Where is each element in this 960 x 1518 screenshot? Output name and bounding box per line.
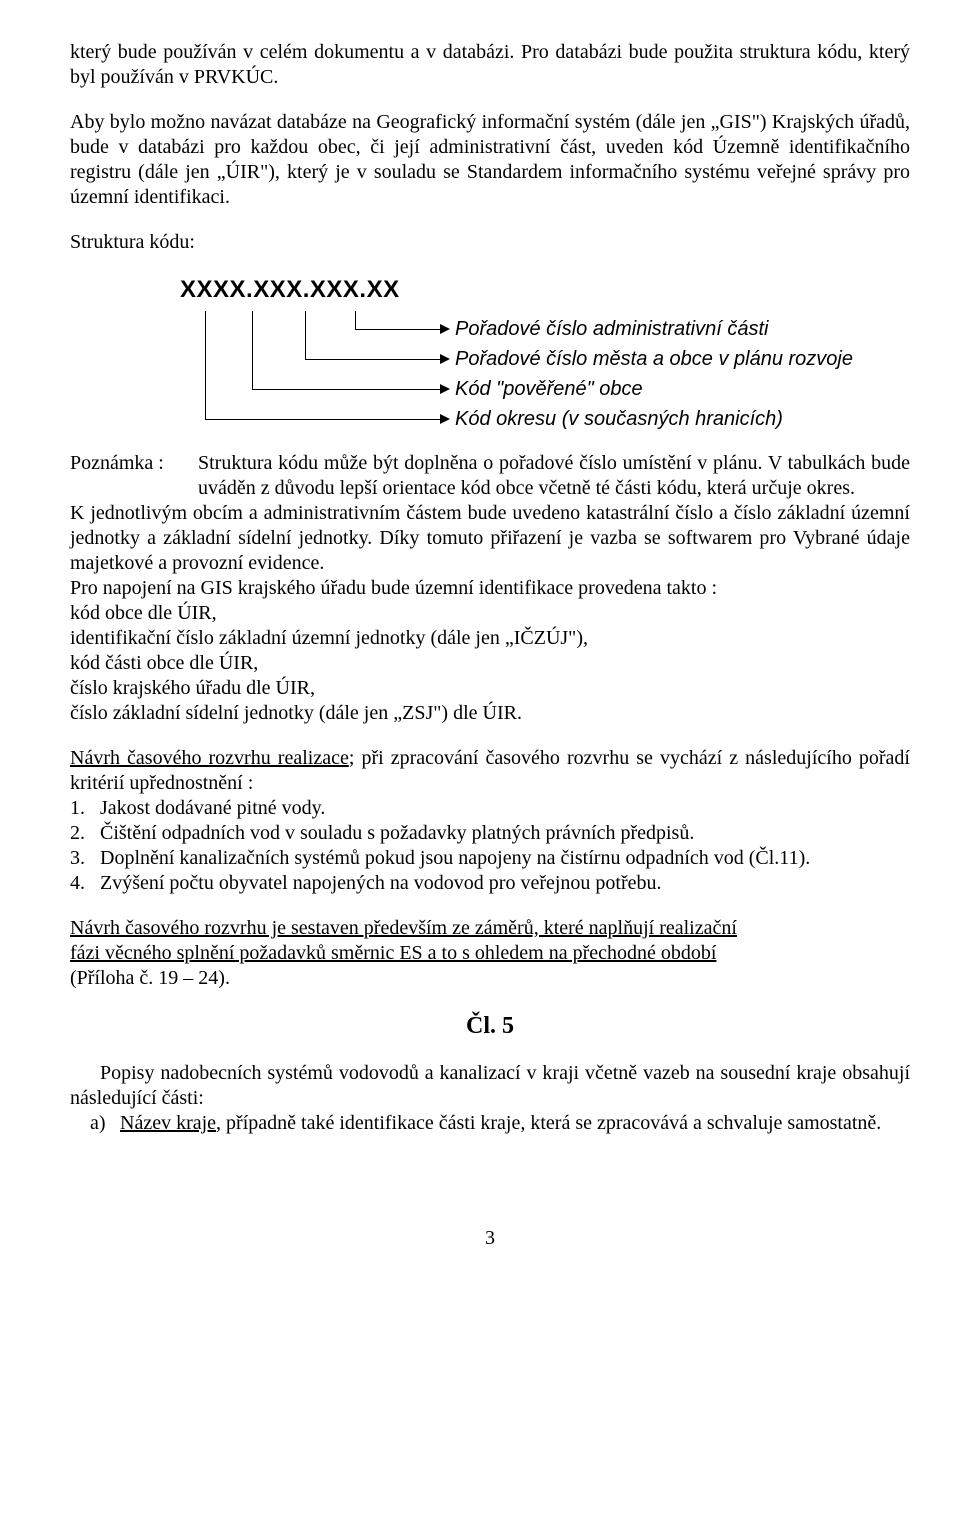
criteria-num-1: 1.	[70, 796, 100, 821]
gis-line-2: identifikační číslo základní územní jedn…	[70, 626, 910, 651]
code-pattern: XXXX.XXX.XXX.XX	[180, 275, 910, 305]
criteria-item-3: 3. Doplnění kanalizačních systémů pokud …	[70, 846, 910, 871]
poznamka-text: Struktura kódu může být doplněna o pořad…	[198, 451, 910, 501]
criteria-text-4: Zvýšení počtu obyvatel napojených na vod…	[100, 871, 910, 896]
paragraph-4-intro: Pro napojení na GIS krajského úřadu bude…	[70, 576, 910, 601]
criteria-num-2: 2.	[70, 821, 100, 846]
article-5-heading: Čl. 5	[70, 1011, 910, 1041]
criteria-list: 1. Jakost dodávané pitné vody. 2. Čištěn…	[70, 796, 910, 896]
paragraph-1: který bude používán v celém dokumentu a …	[70, 40, 910, 90]
page-number: 3	[70, 1226, 910, 1251]
navrh-2-underline: Návrh časového rozvrhu je sestaven přede…	[70, 917, 737, 939]
bracket-label-2: Kód "pověřené" obce	[455, 377, 643, 402]
gis-line-4: číslo krajského úřadu dle ÚIR,	[70, 676, 910, 701]
poznamka-label: Poznámka :	[70, 451, 198, 501]
navrh-2-line2: fázi věcného splnění požadavků směrnic E…	[70, 942, 716, 964]
paragraph-3: K jednotlivým obcím a administrativním č…	[70, 501, 910, 576]
poznamka-row: Poznámka : Struktura kódu může být dopln…	[70, 451, 910, 501]
criteria-item-4: 4. Zvýšení počtu obyvatel napojených na …	[70, 871, 910, 896]
navrh-intro: Návrh časového rozvrhu realizace; při zp…	[70, 746, 910, 796]
bracket-label-1: Kód okresu (v současných hranicích)	[455, 407, 783, 432]
criteria-num-3: 3.	[70, 846, 100, 871]
paragraph-5: Popisy nadobecních systémů vodovodů a ka…	[70, 1061, 910, 1111]
paragraph-2: Aby bylo možno navázat databáze na Geogr…	[70, 110, 910, 210]
navrh-intro-underline: Návrh časového rozvrhu realizace	[70, 747, 349, 769]
bracket-label-4: Pořadové číslo administrativní části	[455, 317, 768, 342]
criteria-item-2: 2. Čištění odpadních vod v souladu s pož…	[70, 821, 910, 846]
sub-a-rest: , případně také identifikace části kraje…	[216, 1112, 881, 1134]
sub-text-a: Název kraje, případně také identifikace …	[120, 1111, 910, 1136]
bracket-row-1: Kód okresu (v současných hranicích)	[180, 401, 910, 431]
struktura-label: Struktura kódu:	[70, 230, 910, 255]
criteria-text-2: Čištění odpadních vod v souladu s požada…	[100, 821, 910, 846]
criteria-item-1: 1. Jakost dodávané pitné vody.	[70, 796, 910, 821]
criteria-text-3: Doplnění kanalizačních systémů pokud jso…	[100, 846, 910, 871]
bracket-label-3: Pořadové číslo města a obce v plánu rozv…	[455, 347, 853, 372]
navrh-2: Návrh časového rozvrhu je sestaven přede…	[70, 916, 910, 991]
criteria-num-4: 4.	[70, 871, 100, 896]
navrh-2-line3: (Příloha č. 19 – 24).	[70, 967, 230, 989]
criteria-text-1: Jakost dodávané pitné vody.	[100, 796, 910, 821]
gis-line-3: kód části obce dle ÚIR,	[70, 651, 910, 676]
sub-item-a: a) Název kraje, případně také identifika…	[90, 1111, 910, 1136]
sub-letter-a: a)	[90, 1111, 120, 1136]
gis-line-5: číslo základní sídelní jednotky (dále je…	[70, 701, 910, 726]
sub-a-underline: Název kraje	[120, 1112, 216, 1134]
gis-line-1: kód obce dle ÚIR,	[70, 601, 910, 626]
code-structure-diagram: XXXX.XXX.XXX.XX Pořadové číslo administr…	[70, 275, 910, 431]
